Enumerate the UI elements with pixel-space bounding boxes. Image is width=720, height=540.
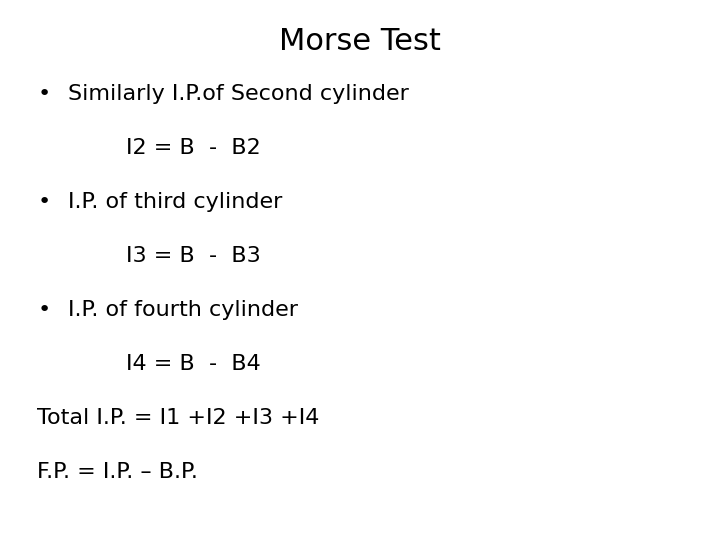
Text: I.P. of third cylinder: I.P. of third cylinder bbox=[68, 192, 283, 212]
Text: F.P. = I.P. – B.P.: F.P. = I.P. – B.P. bbox=[37, 462, 198, 482]
Text: Similarly I.P.of Second cylinder: Similarly I.P.of Second cylinder bbox=[68, 84, 409, 104]
Text: I2 = B  -  B2: I2 = B - B2 bbox=[126, 138, 261, 158]
Text: •: • bbox=[37, 84, 50, 104]
Text: •: • bbox=[37, 300, 50, 320]
Text: I3 = B  -  B3: I3 = B - B3 bbox=[126, 246, 261, 266]
Text: Total I.P. = I1 +I2 +I3 +I4: Total I.P. = I1 +I2 +I3 +I4 bbox=[37, 408, 320, 428]
Text: Morse Test: Morse Test bbox=[279, 27, 441, 56]
Text: I4 = B  -  B4: I4 = B - B4 bbox=[126, 354, 261, 374]
Text: •: • bbox=[37, 192, 50, 212]
Text: I.P. of fourth cylinder: I.P. of fourth cylinder bbox=[68, 300, 298, 320]
